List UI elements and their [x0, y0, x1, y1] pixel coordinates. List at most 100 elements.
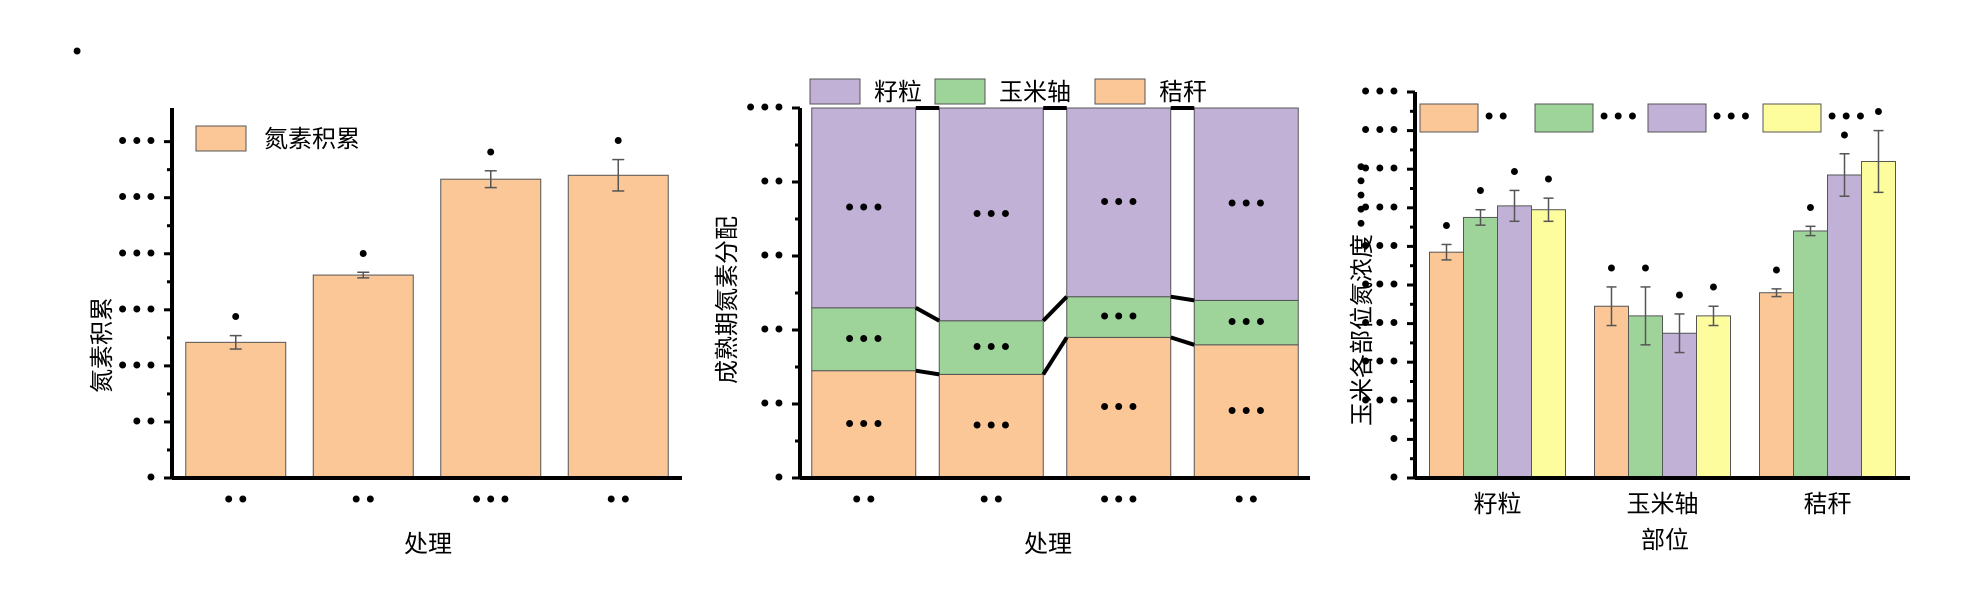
y-axis-title: 氮素积累 — [88, 297, 116, 393]
bar — [1463, 216, 1498, 479]
y-tick-label: ••• — [116, 352, 158, 380]
y-tick-label: • — [1387, 425, 1401, 453]
legend-swatch — [934, 78, 986, 105]
y-tick-label: ••• — [116, 184, 158, 212]
significance-label: • — [1473, 178, 1487, 206]
bar-segment — [1193, 299, 1299, 346]
y-tick-label: •• — [758, 242, 786, 270]
bar — [1594, 305, 1629, 479]
connector-line — [914, 306, 941, 323]
panel-marker: • — [70, 38, 84, 66]
legend-label: ••• — [1710, 103, 1752, 131]
bar — [1696, 315, 1731, 479]
connector-line — [1170, 294, 1195, 303]
panel-nitrogen-accumulation: ••••••••••••••••••••••••••••••• 氮素积累处理氮素积… — [88, 108, 682, 558]
bar — [1793, 230, 1828, 479]
bar-segment — [1193, 107, 1299, 301]
legend-swatch — [1094, 78, 1146, 105]
legend-label: •• — [1482, 103, 1510, 131]
legend-label: ••• — [1597, 103, 1639, 131]
legend-swatch — [1419, 103, 1479, 133]
significance-label: • — [1541, 166, 1555, 194]
significance-label: • — [1672, 282, 1686, 310]
significance-label: • — [1638, 255, 1652, 283]
y-tick-label: •• — [758, 390, 786, 418]
significance-label: • — [611, 128, 625, 156]
legend-swatch — [1647, 103, 1707, 133]
significance-label: • — [1604, 255, 1618, 283]
legend-swatch — [1534, 103, 1594, 133]
significance-label: • — [1706, 274, 1720, 302]
bar-segment — [1066, 296, 1172, 338]
connector-line — [1041, 336, 1069, 376]
legend-label: 玉米轴 — [999, 78, 1071, 106]
significance-label: • — [229, 304, 243, 332]
x-tick-label: •• — [604, 486, 632, 514]
x-tick-label: ••• — [1098, 486, 1140, 514]
segment-label: ••• — [1225, 190, 1267, 218]
y-axis-title-unit: ••••• — [1348, 160, 1376, 231]
connector-line — [915, 368, 940, 377]
bar-segment — [938, 320, 1044, 375]
bar — [440, 178, 542, 479]
x-tick-label: •• — [1232, 486, 1260, 514]
x-axis-title: 处理 — [404, 530, 452, 558]
y-tick-label: • — [1387, 464, 1401, 492]
y-tick-label: ••• — [116, 296, 158, 324]
bar — [1429, 251, 1464, 479]
y-tick-label: •• — [758, 168, 786, 196]
y-axis-title: 玉米各部位氮浓度 — [1348, 234, 1376, 426]
y-tick-label: ••• — [744, 94, 786, 122]
panel-nitrogen-distribution: ••••••••••••••••••••••••••••••••••••••••… — [713, 78, 1310, 558]
y-tick-label: ••• — [1359, 232, 1401, 260]
x-tick-label: 秸秆 — [1804, 490, 1852, 518]
bar — [1827, 174, 1862, 479]
bar — [1759, 292, 1794, 479]
segment-label: ••• — [843, 325, 885, 353]
segment-label: ••• — [970, 200, 1012, 228]
panel-nitrogen-concentration: ••• •籽粒• •• •玉米轴••••秸秆•••••••••••••••••••••… — [1348, 78, 1910, 554]
connector-line — [1041, 295, 1069, 323]
x-tick-label: 玉米轴 — [1627, 490, 1699, 518]
y-tick-label: ••• — [1359, 348, 1401, 376]
y-tick-label: ••• — [1359, 387, 1401, 415]
y-tick-label: • — [772, 464, 786, 492]
significance-label: • — [1507, 158, 1521, 186]
y-axis-title: 成熟期氮素分配 — [713, 216, 741, 384]
bar-segment — [811, 107, 917, 309]
y-tick-label: ••• — [1359, 78, 1401, 106]
bar-segment — [938, 373, 1044, 479]
y-tick-label: ••• — [1359, 194, 1401, 222]
bar — [1497, 205, 1532, 479]
legend-label: ••• — [1825, 103, 1867, 131]
x-tick-label: •• — [977, 486, 1005, 514]
segment-label: ••• — [1098, 394, 1140, 422]
x-axis-title: 部位 — [1641, 526, 1689, 554]
segment-label: ••• — [1098, 303, 1140, 331]
legend-label: 秸秆 — [1159, 78, 1207, 106]
bar — [1662, 332, 1697, 479]
y-tick-label: •• — [130, 408, 158, 436]
bar — [185, 341, 287, 479]
y-tick-label: ••• — [1359, 271, 1401, 299]
y-tick-label: ••• — [1359, 117, 1401, 145]
y-tick-label: ••• — [1359, 155, 1401, 183]
segment-label: ••• — [843, 194, 885, 222]
significance-label: • — [1837, 122, 1851, 150]
significance-label: • — [484, 139, 498, 167]
segment-label: ••• — [1098, 188, 1140, 216]
x-tick-label: •• — [349, 486, 377, 514]
significance-label: • — [1803, 194, 1817, 222]
segment-label: ••• — [843, 410, 885, 438]
bar-segment — [1066, 107, 1172, 298]
bar-segment — [1066, 336, 1172, 479]
y-tick-label: ••• — [116, 240, 158, 268]
legend-swatch — [195, 125, 247, 152]
bar-segment — [938, 107, 1044, 322]
legend-label: 籽粒 — [874, 78, 922, 106]
segment-label: ••• — [1225, 309, 1267, 337]
x-tick-label: •• — [850, 486, 878, 514]
bar — [1861, 160, 1896, 479]
bar — [567, 174, 669, 479]
